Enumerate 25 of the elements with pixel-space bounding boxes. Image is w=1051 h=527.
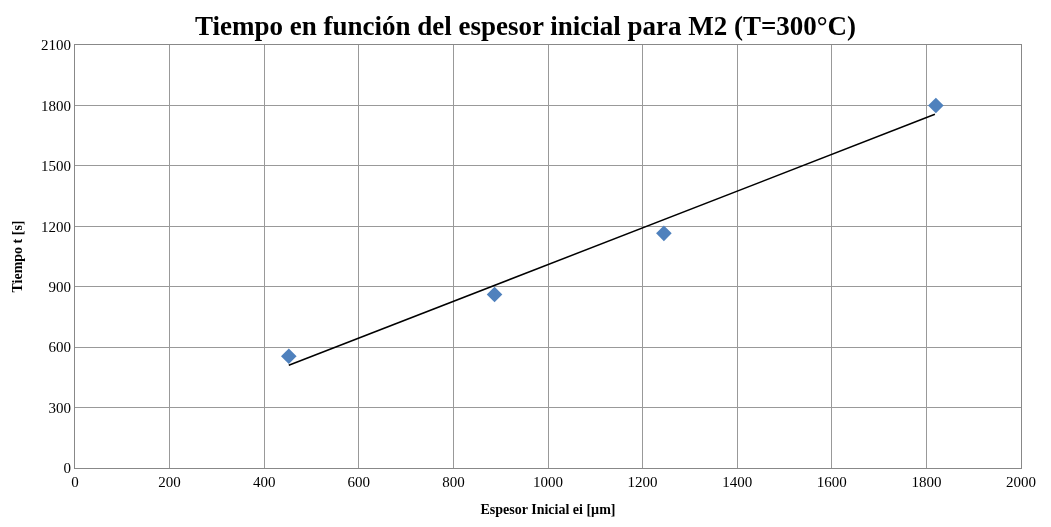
- y-tick-label: 600: [48, 339, 71, 356]
- y-tick-label: 1200: [41, 218, 71, 235]
- y-tick-label: 900: [48, 278, 71, 295]
- point: [656, 225, 672, 242]
- y-tick-label: 2100: [41, 37, 71, 54]
- x-tick-label: 800: [442, 474, 465, 490]
- x-tick-label: 400: [252, 474, 276, 490]
- x-tick-label: 2000: [1006, 474, 1036, 490]
- point: [281, 348, 297, 365]
- x-tick-label: 600: [347, 474, 371, 490]
- x-tick-label: 1400: [722, 474, 753, 490]
- x-tick-label: 1800: [911, 474, 942, 490]
- x-tick-label: 1000: [533, 474, 563, 490]
- x-tick-label: 1200: [627, 474, 658, 490]
- point: [928, 97, 944, 114]
- x-tick-label: 200: [158, 474, 181, 490]
- y-tick-label: 1800: [41, 97, 71, 114]
- y-tick-label: 0: [63, 460, 71, 477]
- y-axis-title: Tiempo t [s]: [9, 220, 25, 293]
- x-axis-title: Espesor Inicial ei [µm]: [480, 502, 616, 518]
- y-tick-label: 300: [48, 399, 71, 416]
- chart-title: Tiempo en función del espesor inicial para M2 (T=300°C): [194, 10, 857, 41]
- point: [486, 286, 503, 303]
- x-tick-label: 1600: [816, 474, 847, 490]
- y-tick-label: 1500: [41, 158, 71, 175]
